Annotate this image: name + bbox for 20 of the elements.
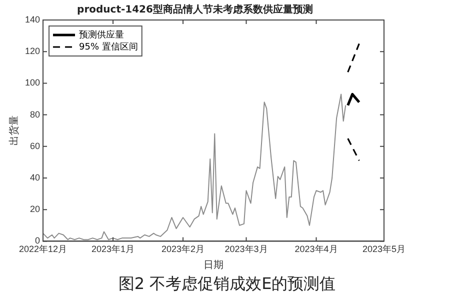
x-axis-title: 日期 (204, 258, 224, 271)
y-tick-label: 20 (30, 204, 40, 214)
x-tick-label: 2023年5月 (362, 244, 406, 254)
y-axis-title: 出货量 (8, 116, 20, 146)
x-tick-label: 2022年12月 (18, 244, 68, 254)
caption: 图2 不考虑促销成效E的预测值 (117, 274, 337, 295)
x-tick-label: 2023年3月 (224, 244, 268, 254)
y-tick-label: 40 (30, 172, 40, 182)
y-tick-label: 60 (30, 140, 40, 151)
x-tick-label: 2023年1月 (92, 244, 135, 254)
chart-title: product-1426型商品情人节未考虑系数供应量预测 (77, 4, 313, 16)
y-tick-label: 140 (24, 14, 40, 24)
y-tick-label: 80 (30, 109, 40, 120)
y-tick-label: 100 (24, 78, 40, 88)
legend-label: 95% 置信区间 (79, 41, 138, 52)
y-tick-label: 120 (24, 46, 40, 56)
y-tick-label: 0 (35, 236, 40, 246)
legend-label: 预测供应量 (79, 29, 124, 40)
x-tick-label: 2023年2月 (162, 244, 205, 254)
x-tick-label: 2023年4月 (294, 244, 338, 254)
